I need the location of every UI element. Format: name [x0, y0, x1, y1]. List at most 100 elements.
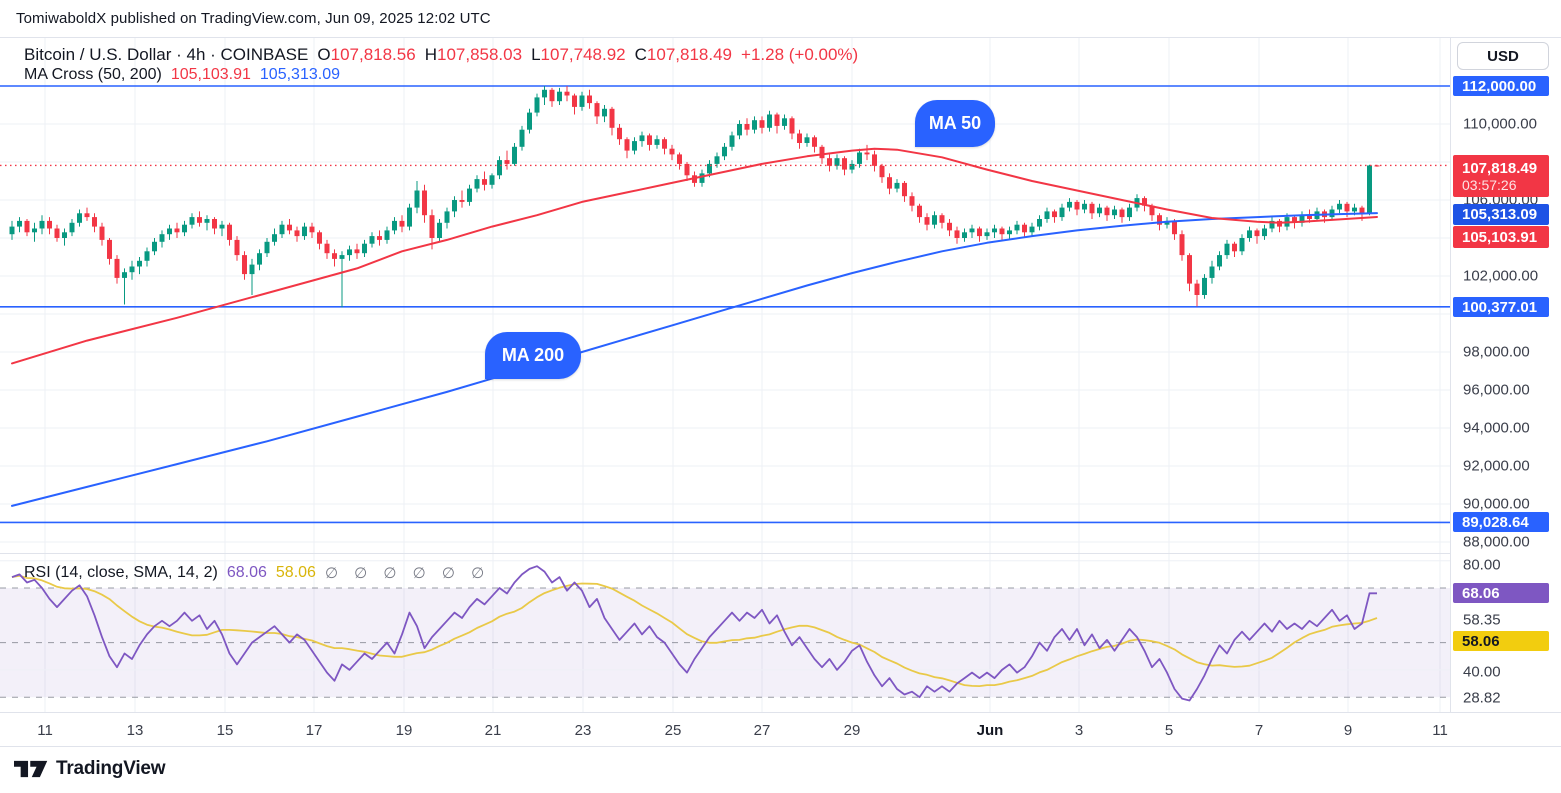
candle-body: [887, 177, 892, 189]
candle-body: [1112, 209, 1117, 216]
price-tick-label: 92,000.00: [1463, 457, 1530, 475]
time-axis[interactable]: 11 13 15 17 19 21 23 25 27 29 Jun 3 5 7 9 11: [0, 712, 1561, 747]
candle-body: [1307, 215, 1312, 219]
ma50-value-badge: 105,103.91: [1453, 226, 1549, 248]
candle-body: [684, 163, 690, 176]
candle-body: [527, 112, 532, 130]
candle-body: [654, 139, 660, 145]
candle-body: [489, 175, 495, 185]
rsi-tick-label: 40.00: [1463, 663, 1501, 681]
candle-body: [324, 243, 330, 254]
candle-body: [69, 222, 75, 233]
candle-body: [1067, 201, 1072, 208]
candle-body: [1344, 203, 1350, 212]
candle-body: [917, 205, 922, 218]
candle-body: [849, 163, 855, 170]
rsi-label[interactable]: RSI (14, close, SMA, 14, 2): [24, 564, 218, 581]
time-tick-label: 7: [1254, 722, 1264, 739]
ma-cross-label[interactable]: MA Cross (50, 200): [24, 66, 162, 83]
candle-body: [834, 158, 840, 166]
candle-body: [759, 120, 765, 128]
candle-body: [114, 258, 120, 278]
candle-body: [332, 253, 337, 259]
candle-body: [579, 95, 585, 107]
ma-cross-legend-row[interactable]: MA Cross (50, 200) 105,103.91 105,313.09: [24, 66, 340, 84]
candle-body: [1097, 207, 1102, 214]
candle-body: [1367, 165, 1372, 214]
candle-body: [77, 213, 82, 223]
time-tick-label: 11: [1432, 722, 1448, 739]
level-112000-badge: 112,000.00: [1453, 76, 1549, 96]
candle-body: [534, 97, 540, 113]
candle-body: [984, 232, 990, 237]
candle-body: [1337, 203, 1342, 210]
candle-body: [1239, 238, 1245, 252]
candle-body: [977, 228, 982, 237]
price-tick-label: 102,000.00: [1463, 267, 1539, 285]
ma50-line[interactable]: [11, 147, 1378, 365]
candle-body: [32, 228, 37, 233]
candle-body: [474, 179, 480, 189]
time-tick-label: 23: [574, 722, 592, 739]
time-tick-label: 9: [1343, 722, 1353, 739]
pane-separator[interactable]: [0, 553, 1450, 554]
candle-body: [272, 234, 277, 242]
candle-body: [137, 260, 142, 267]
price-chart-canvas[interactable]: [0, 0, 1450, 747]
candle-body: [737, 124, 742, 136]
time-tick-label: 11: [37, 722, 53, 739]
candle-body: [827, 158, 832, 166]
candle-body: [1104, 207, 1110, 216]
candle-body: [1269, 220, 1275, 229]
time-tick-label: 13: [126, 722, 144, 739]
candle-body: [264, 241, 270, 254]
level-100377-badge: 100,377.01: [1453, 297, 1549, 317]
countdown-timer: 03:57:26: [1462, 176, 1517, 193]
time-tick-label: 15: [216, 722, 234, 739]
candle-body: [1359, 207, 1365, 214]
candle-body: [639, 135, 645, 142]
ma200-line[interactable]: [11, 212, 1378, 507]
rsi-legend-row[interactable]: RSI (14, close, SMA, 14, 2) 68.06 58.06 …: [24, 564, 490, 582]
candle-body: [1187, 255, 1192, 284]
rsi-tick-label: 58.35: [1463, 611, 1501, 629]
candle-body: [632, 141, 637, 151]
price-scale[interactable]: USD 110,000.00 106,000.00 102,000.00 98,000…: [1450, 37, 1561, 747]
candle-body: [767, 114, 772, 128]
candle-body: [819, 146, 825, 159]
tradingview-logo[interactable]: TradingView: [14, 758, 166, 780]
time-tick-label: 3: [1074, 722, 1084, 739]
candle-body: [369, 236, 375, 244]
candle-body: [512, 146, 517, 164]
candle-body: [932, 215, 937, 225]
ohlc-high: H107,858.03: [424, 45, 523, 64]
time-tick-label: 27: [753, 722, 771, 739]
candle-body: [969, 228, 975, 233]
candle-body: [1292, 217, 1297, 223]
candle-body: [557, 91, 562, 102]
rsi-legend-value: 68.06: [226, 564, 267, 581]
candle-body: [587, 95, 592, 104]
candle-body: [947, 222, 952, 231]
header-separator: [0, 37, 1561, 38]
candle-body: [1217, 255, 1222, 267]
currency-toggle-button[interactable]: USD: [1457, 42, 1549, 70]
candle-body: [782, 118, 787, 126]
symbol-title[interactable]: Bitcoin / U.S. Dollar · 4h · COINBASE: [24, 45, 309, 64]
candle-body: [422, 190, 427, 216]
candle-body: [92, 217, 97, 227]
candle-body: [99, 226, 105, 240]
candle-body: [54, 228, 60, 238]
candle-body: [1254, 230, 1260, 237]
candle-body: [182, 224, 187, 233]
candle-body: [47, 220, 52, 229]
candle-body: [497, 160, 502, 176]
candle-body: [317, 232, 322, 244]
symbol-legend-row[interactable]: Bitcoin / U.S. Dollar · 4h · COINBASE O1…: [24, 45, 858, 65]
candle-body: [669, 148, 675, 155]
candle-body: [1037, 219, 1042, 227]
candle-body: [1299, 215, 1305, 223]
candle-body: [279, 224, 285, 235]
candle-body: [564, 91, 570, 96]
candle-body: [452, 200, 457, 212]
